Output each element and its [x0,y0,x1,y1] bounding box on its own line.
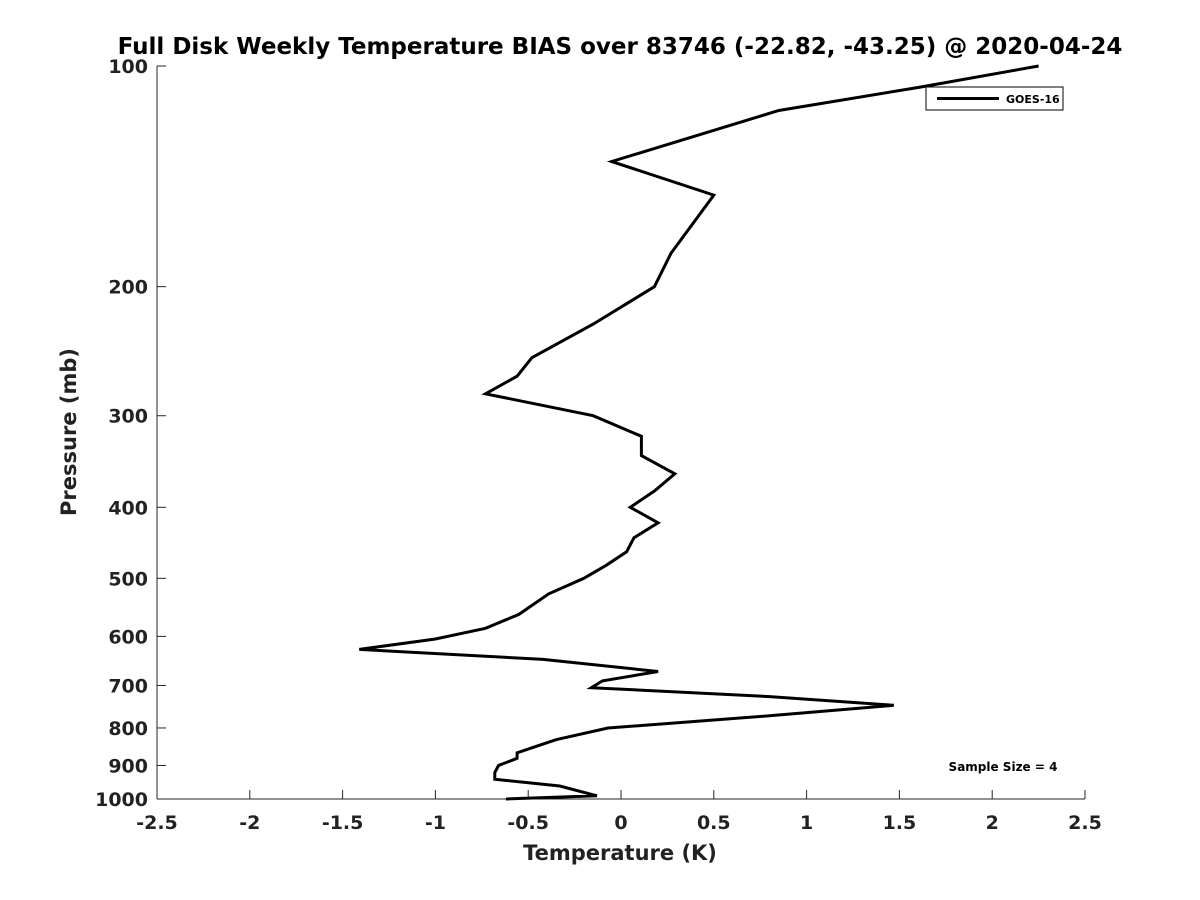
y-tick-label: 300 [108,406,148,428]
y-tick-label: 800 [108,718,148,740]
y-tick-label: 700 [108,675,148,697]
x-tick-label: 2.5 [1068,812,1102,834]
x-tick-label: 0 [614,812,627,834]
x-tick-label: -2 [239,812,260,834]
x-tick-label: 1.5 [883,812,917,834]
chart-title: Full Disk Weekly Temperature BIAS over 8… [118,34,1123,60]
x-axis-ticks: -2.5 -2 -1.5 -1 -0.5 0 0.5 1 1.5 2 2.5 [136,790,1102,834]
x-axis-label: Temperature (K) [523,841,717,865]
y-tick-label: 100 [108,56,148,78]
y-tick-label: 600 [108,626,148,648]
x-tick-label: 1 [800,812,813,834]
y-tick-label: 200 [108,277,148,299]
y-axis-ticks: 100 200 300 400 500 600 700 800 900 1000 [95,56,166,811]
sample-size-annotation: Sample Size = 4 [949,760,1058,774]
x-tick-label: 0.5 [697,812,731,834]
x-tick-label: -0.5 [507,812,549,834]
y-tick-label: 1000 [95,789,148,811]
x-tick-label: -1.5 [322,812,364,834]
x-tick-label: -1 [425,812,446,834]
x-tick-label: 2 [986,812,999,834]
y-axis-label: Pressure (mb) [57,348,81,516]
x-tick-label: -2.5 [136,812,178,834]
series-layer [359,64,1039,801]
legend: GOES-16 [925,86,1064,111]
legend-label: GOES-16 [1006,93,1060,106]
y-tick-label: 500 [108,568,148,590]
series-line-goes-16 [359,64,1039,801]
y-tick-label: 900 [108,755,148,777]
y-tick-label: 400 [108,497,148,519]
